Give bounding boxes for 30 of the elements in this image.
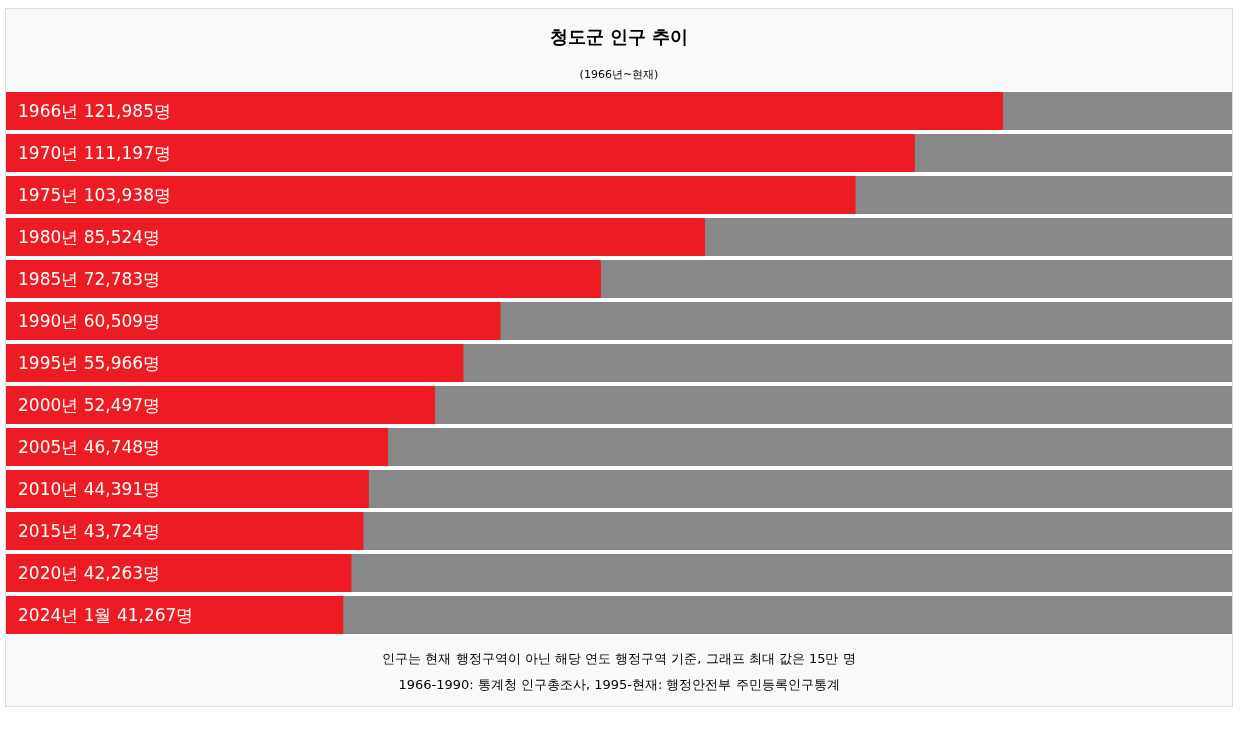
data-label: 121,985명 (83, 100, 171, 121)
data-label: 103,938명 (83, 184, 171, 205)
data-label: 42,263명 (83, 562, 161, 583)
data-label: 43,724명 (83, 520, 161, 541)
data-label: 72,783명 (83, 268, 161, 289)
chart-title: 청도군 인구 추이 (548, 25, 690, 49)
y-tick-label: 2010년 (18, 478, 79, 499)
data-label: 44,391명 (83, 478, 161, 499)
y-tick-label: 1970년 (18, 142, 79, 163)
y-tick-label: 1975년 (18, 184, 79, 205)
y-tick-label: 2020년 (18, 562, 79, 583)
y-tick-label: 1980년 (18, 226, 79, 247)
data-label: 111,197명 (83, 142, 171, 163)
y-tick-label: 2015년 (18, 520, 79, 541)
y-tick-label: 2024년 1월 (18, 604, 112, 625)
text: 인구는 현재 행정구역이 아닌 해당 연도 행정구역 기준, 그래프 최대 값은 15만 명 (381, 650, 857, 668)
y-tick-label: 1990년 (18, 310, 79, 331)
chart-subtitle: (1966년~현재) (578, 67, 660, 82)
y-tick-label: 2005년 (18, 436, 79, 457)
y-tick-label: 1985년 (18, 268, 79, 289)
data-label: 52,497명 (83, 394, 161, 415)
data-label: 55,966명 (83, 352, 161, 373)
y-tick-label: 1995년 (18, 352, 79, 373)
text: 1966-1990: 통계청 인구총조사, 1995-현재: 행정안전부 주민등록인구통계 (397, 676, 841, 694)
data-label: 60,509명 (83, 310, 161, 331)
data-label: 85,524명 (83, 226, 161, 247)
y-tick-label: 1966년 (18, 100, 79, 121)
data-label: 46,748명 (83, 436, 161, 457)
data-label: 41,267명 (116, 604, 194, 625)
y-tick-label: 2000년 (18, 394, 79, 415)
